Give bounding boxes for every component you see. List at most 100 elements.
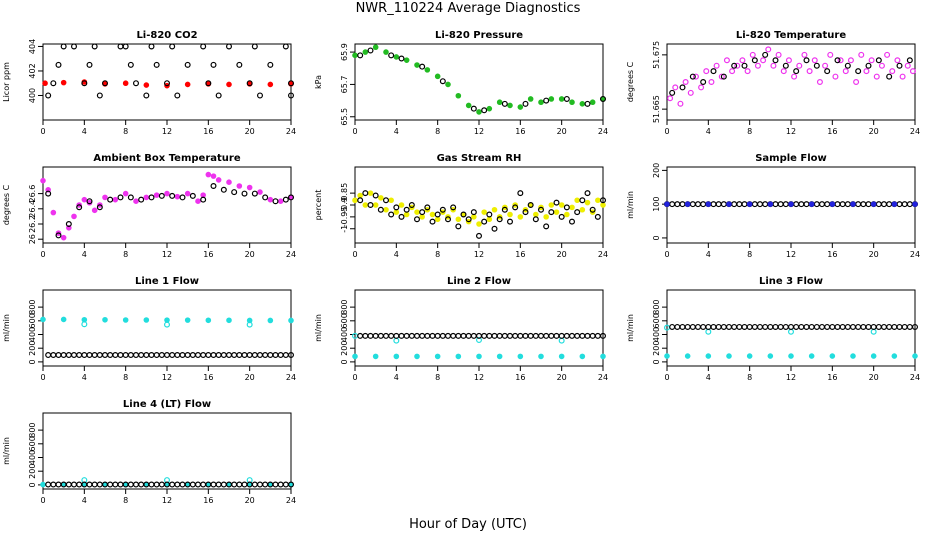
data-point [901,323,908,330]
data-point [777,201,784,208]
data-point [414,332,421,339]
data-point [367,190,374,196]
y-tick-label: 65.7 [340,76,349,94]
data-point [569,204,575,211]
data-point [86,481,93,488]
chart-panel: Li-820 CO2 Licor ppm 0 4 8 12 16 20 24 400 402 404 [2,30,296,136]
data-point [102,316,108,323]
data-point [705,323,712,330]
data-point [460,332,467,339]
y-tick-label: 200 [28,341,37,356]
data-point [205,80,212,87]
data-point [220,481,227,488]
data-point [112,352,119,359]
data-point [403,57,410,63]
data-point [455,216,462,223]
data-point [251,43,258,50]
data-point [236,183,243,189]
data-point [684,201,691,207]
data-point [517,332,524,339]
data-point [195,198,201,205]
data-point [679,201,686,208]
data-point [383,332,390,339]
data-point [195,352,202,359]
x-tick-label: 20 [869,373,879,382]
x-tick-label: 24 [598,127,608,136]
data-point [434,211,441,218]
data-point [241,190,248,197]
data-point [215,352,222,359]
data-point [236,352,243,359]
data-point [772,323,779,330]
data-point [723,57,730,64]
data-point [731,323,738,330]
x-tick-label: 0 [664,250,669,259]
data-point [465,332,472,339]
data-point [813,323,820,330]
data-point [96,92,103,99]
data-point [226,352,233,359]
data-point [522,209,529,216]
data-point [782,323,789,330]
data-point [589,332,596,339]
data-point [439,332,446,339]
data-point [65,352,72,359]
data-point [875,201,882,208]
data-point [834,201,841,208]
data-point [138,352,145,359]
data-point [780,68,787,75]
data-point [388,211,395,218]
y-axis-label: ml/min [626,191,635,219]
data-point [143,352,150,359]
data-point [148,43,155,50]
data-point [419,332,426,339]
data-point [501,206,508,213]
x-tick-label: 16 [203,127,213,136]
data-point [847,57,854,64]
data-point [215,481,222,488]
data-point [486,332,493,339]
x-tick-label: 8 [123,373,128,382]
x-tick-label: 20 [245,250,255,259]
data-point [112,196,119,203]
x-tick-label: 24 [286,127,296,136]
data-point [563,332,570,339]
data-point [873,73,880,80]
x-tick-label: 12 [786,250,796,259]
data-point [533,211,539,218]
data-point [393,54,400,60]
data-point [470,105,477,112]
data-point [705,328,712,335]
data-point [210,61,217,68]
x-tick-label: 4 [394,250,399,259]
chart-panel: Line 2 Flow ml/min 0 4 8 12 16 20 24 0 20040060080… [314,276,608,382]
x-tick-label: 4 [706,250,711,259]
data-point [684,353,691,359]
data-point [403,332,410,339]
y-tick-label: 600 [28,436,37,451]
x-tick-label: 0 [352,127,357,136]
data-point [372,192,379,199]
data-point [220,352,227,359]
data-point [844,323,851,330]
data-point [889,68,896,75]
data-point [793,323,800,330]
data-point [579,353,586,360]
data-point [133,80,140,87]
data-point [558,332,565,339]
data-point [543,332,550,339]
data-point [527,96,534,102]
data-point [267,352,274,359]
data-point [574,332,581,339]
data-point [476,221,482,227]
data-point [352,197,358,204]
data-point [705,201,712,207]
data-point [832,73,839,80]
data-point [746,323,753,330]
data-point [101,80,108,87]
y-tick-label: -0.95 [340,207,349,228]
data-point [55,232,62,239]
data-point [796,62,803,69]
x-tick-label: 12 [162,127,172,136]
data-point [855,68,862,75]
